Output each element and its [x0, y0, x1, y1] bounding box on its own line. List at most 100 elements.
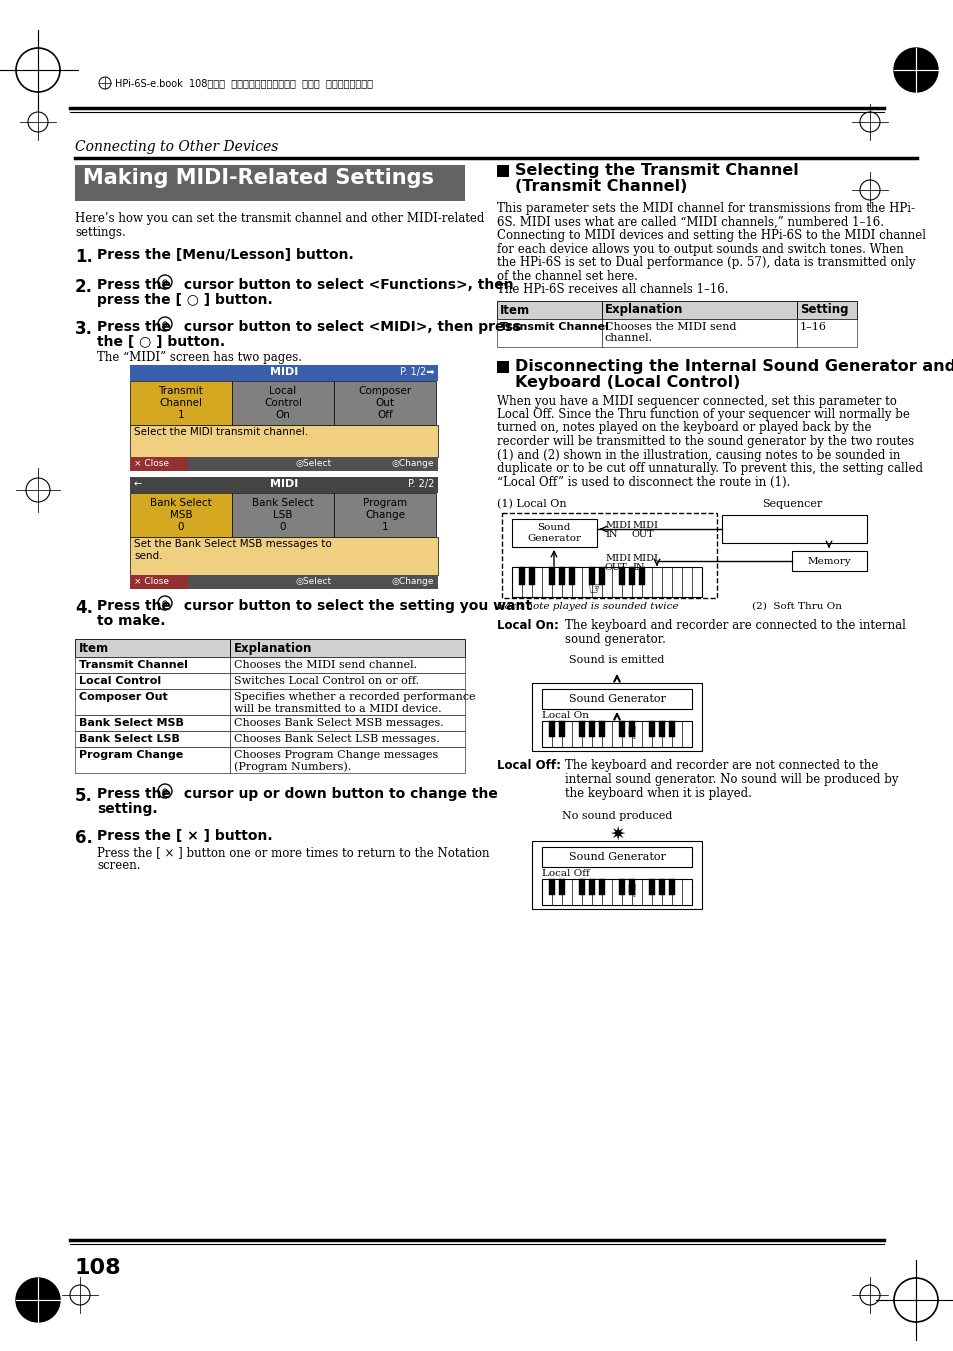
- Bar: [230, 673, 464, 689]
- Bar: [75, 747, 230, 773]
- Text: Specifies whether a recorded performance
will be transmitted to a MIDI device.: Specifies whether a recorded performance…: [233, 692, 476, 713]
- Text: IN: IN: [631, 563, 644, 571]
- Text: Composer Out: Composer Out: [79, 692, 168, 703]
- Bar: [75, 673, 230, 689]
- Text: Setting: Setting: [800, 304, 847, 316]
- Text: the [ ○ ] button.: the [ ○ ] button.: [97, 335, 225, 349]
- Text: Local On: Local On: [541, 711, 588, 720]
- Text: Press the: Press the: [97, 320, 175, 334]
- Text: Here’s how you can set the transmit channel and other MIDI-related: Here’s how you can set the transmit chan…: [75, 212, 484, 226]
- Bar: [532, 684, 701, 751]
- Bar: [497, 319, 601, 346]
- Bar: [230, 689, 464, 715]
- Text: Switches Local Control on or off.: Switches Local Control on or off.: [233, 676, 418, 686]
- Text: Bank Select
LSB
0: Bank Select LSB 0: [252, 499, 314, 531]
- Text: HPi-6S-e.book  108ページ  ２００７年１１月１９日  月曜日  午前１０時３６分: HPi-6S-e.book 108ページ ２００７年１１月１９日 月曜日 午前１…: [115, 78, 373, 88]
- Bar: [130, 477, 437, 493]
- Text: Selecting the Transmit Channel: Selecting the Transmit Channel: [515, 163, 798, 178]
- Text: Program Change: Program Change: [79, 750, 183, 761]
- Text: MIDI: MIDI: [604, 554, 630, 563]
- Text: ◎Select: ◎Select: [295, 577, 332, 586]
- Text: Press the [ × ] button one or more times to return to the Notation: Press the [ × ] button one or more times…: [97, 846, 489, 859]
- Text: Press the [ × ] button.: Press the [ × ] button.: [97, 830, 273, 843]
- Bar: [497, 165, 509, 177]
- Text: When you have a MIDI sequencer connected, set this parameter to: When you have a MIDI sequencer connected…: [497, 394, 896, 408]
- Text: Program
Change
1: Program Change 1: [362, 499, 407, 531]
- Text: 6.: 6.: [75, 830, 92, 847]
- Text: Local Off:: Local Off:: [497, 759, 560, 771]
- Bar: [589, 567, 594, 585]
- Text: setting.: setting.: [97, 802, 157, 816]
- Bar: [512, 567, 701, 597]
- Bar: [188, 576, 437, 589]
- Text: ✷: ✷: [608, 825, 624, 844]
- Text: Chooses the MIDI send
channel.: Chooses the MIDI send channel.: [604, 322, 736, 343]
- Bar: [649, 880, 654, 894]
- Text: (2)  Soft Thru On: (2) Soft Thru On: [751, 603, 841, 611]
- Bar: [601, 300, 796, 319]
- Text: 1–16: 1–16: [800, 322, 826, 331]
- Text: press the [ ○ ] button.: press the [ ○ ] button.: [97, 293, 273, 307]
- Bar: [578, 880, 584, 894]
- Bar: [75, 165, 464, 201]
- Bar: [601, 319, 796, 346]
- Bar: [230, 747, 464, 773]
- Bar: [75, 689, 230, 715]
- Text: Memory: Memory: [806, 557, 850, 566]
- Bar: [569, 567, 574, 585]
- Bar: [796, 300, 856, 319]
- Text: 6S. MIDI uses what are called “MIDI channels,” numbered 1–16.: 6S. MIDI uses what are called “MIDI chan…: [497, 216, 883, 228]
- Bar: [629, 567, 634, 585]
- Text: cursor button to select the setting you want: cursor button to select the setting you …: [179, 598, 532, 613]
- Text: ◎Change: ◎Change: [391, 577, 434, 586]
- Text: P. 2/2: P. 2/2: [407, 480, 434, 489]
- Text: Sequencer: Sequencer: [761, 499, 821, 509]
- Text: MIDI: MIDI: [631, 521, 658, 530]
- Text: Local Control: Local Control: [79, 676, 161, 686]
- Bar: [618, 721, 624, 736]
- Text: IN: IN: [604, 530, 617, 539]
- Bar: [230, 657, 464, 673]
- Text: The keyboard and recorder are not connected to the: The keyboard and recorder are not connec…: [564, 759, 878, 771]
- Text: recorder will be transmitted to the sound generator by the two routes: recorder will be transmitted to the soun…: [497, 435, 913, 449]
- Text: OUT: OUT: [604, 563, 627, 571]
- Text: The “MIDI” screen has two pages.: The “MIDI” screen has two pages.: [97, 351, 302, 363]
- Text: No sound produced: No sound produced: [561, 811, 672, 821]
- Text: cursor button to select <MIDI>, then press: cursor button to select <MIDI>, then pre…: [179, 320, 520, 334]
- Text: Press the: Press the: [97, 788, 175, 801]
- Text: Item: Item: [499, 304, 530, 316]
- Bar: [629, 880, 634, 894]
- Text: the keyboard when it is played.: the keyboard when it is played.: [564, 788, 751, 800]
- Bar: [512, 519, 597, 547]
- Bar: [75, 657, 230, 673]
- Bar: [549, 721, 554, 736]
- Text: ◎Select: ◎Select: [295, 459, 332, 467]
- Text: × Close: × Close: [133, 577, 169, 586]
- Bar: [230, 715, 464, 731]
- Bar: [558, 880, 564, 894]
- Text: Press the: Press the: [97, 598, 175, 613]
- Text: Bank Select
MSB
0: Bank Select MSB 0: [150, 499, 212, 531]
- Text: ☟: ☟: [626, 884, 637, 901]
- Text: 2.: 2.: [75, 278, 92, 296]
- Text: duplicate or to be cut off unnaturally. To prevent this, the setting called: duplicate or to be cut off unnaturally. …: [497, 462, 923, 476]
- Text: 3.: 3.: [75, 320, 92, 338]
- Text: Select the MIDI transmit channel.: Select the MIDI transmit channel.: [133, 427, 308, 436]
- Bar: [598, 721, 604, 736]
- Bar: [721, 515, 866, 543]
- Text: Chooses Program Change messages
(Program Numbers).: Chooses Program Change messages (Program…: [233, 750, 437, 773]
- Text: Transmit Channel: Transmit Channel: [79, 661, 188, 670]
- Bar: [75, 715, 230, 731]
- Text: Bank Select MSB: Bank Select MSB: [79, 717, 184, 728]
- Text: cursor up or down button to change the: cursor up or down button to change the: [179, 788, 497, 801]
- Bar: [598, 567, 604, 585]
- Bar: [649, 721, 654, 736]
- Bar: [130, 536, 437, 576]
- Text: Explanation: Explanation: [604, 304, 682, 316]
- Text: Explanation: Explanation: [233, 642, 312, 655]
- Text: Transmit Channel: Transmit Channel: [499, 322, 608, 331]
- Bar: [659, 721, 664, 736]
- Text: (1) and (2) shown in the illustration, causing notes to be sounded in: (1) and (2) shown in the illustration, c…: [497, 449, 900, 462]
- Text: cursor button to select <Functions>, then: cursor button to select <Functions>, the…: [179, 278, 513, 292]
- Text: OUT: OUT: [631, 530, 654, 539]
